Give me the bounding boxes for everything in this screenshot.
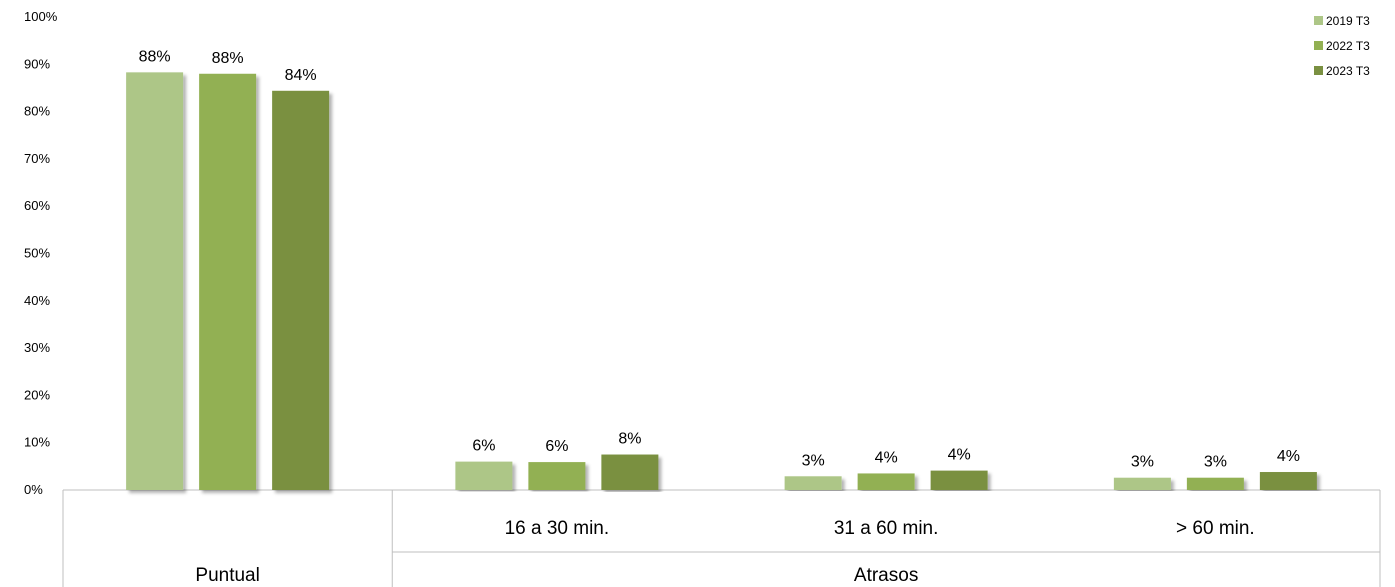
bar [1259, 472, 1317, 490]
bar [126, 72, 184, 490]
y-tick-label: 90% [24, 56, 50, 71]
legend-swatch [1314, 41, 1323, 50]
data-labels: 88% 88% 84% 6% 6% 8% 3% 4% 4% 3% 3% 4% [139, 48, 1300, 470]
y-tick-label: 50% [24, 246, 50, 261]
bar [272, 90, 330, 491]
legend: 2019 T3 2022 T3 2023 T3 [1314, 14, 1370, 78]
y-tick-label: 10% [24, 435, 50, 450]
y-tick-label: 100% [24, 9, 58, 24]
legend-label: 2022 T3 [1326, 39, 1370, 53]
category-label: 16 a 30 min. [505, 518, 610, 539]
data-label: 3% [1131, 454, 1154, 471]
data-label: 88% [212, 50, 244, 67]
bar [455, 461, 513, 490]
y-tick-label: 40% [24, 293, 50, 308]
y-axis-ticks: 0% 10% 20% 30% 40% 50% 60% 70% 80% 90% 100% [24, 9, 58, 497]
y-tick-label: 60% [24, 198, 50, 213]
data-label: 88% [139, 48, 171, 65]
category-labels: 16 a 30 min. 31 a 60 min. > 60 min. Puntual… [195, 518, 1254, 586]
group-label: Atrasos [854, 565, 918, 586]
bar [930, 470, 988, 490]
group-label: Puntual [195, 565, 259, 586]
data-label: 6% [472, 438, 495, 455]
bar [1186, 477, 1244, 490]
data-label: 3% [802, 452, 825, 469]
y-tick-label: 70% [24, 151, 50, 166]
bar [601, 454, 659, 490]
data-label: 8% [618, 431, 641, 448]
y-tick-label: 20% [24, 387, 50, 402]
category-label: > 60 min. [1176, 518, 1255, 539]
legend-swatch [1314, 16, 1323, 25]
y-tick-label: 80% [24, 104, 50, 119]
legend-label: 2019 T3 [1326, 14, 1370, 28]
data-label: 3% [1204, 454, 1227, 471]
legend-label: 2023 T3 [1326, 64, 1370, 78]
y-tick-label: 0% [24, 482, 43, 497]
data-label: 4% [875, 449, 898, 466]
bar [199, 73, 257, 490]
bar [528, 462, 586, 490]
bars [126, 72, 1317, 491]
y-tick-label: 30% [24, 340, 50, 355]
data-label: 84% [285, 67, 317, 84]
bar [1113, 477, 1171, 490]
category-label: 31 a 60 min. [834, 518, 939, 539]
data-label: 4% [948, 447, 971, 464]
bar [857, 473, 915, 490]
data-label: 4% [1277, 448, 1300, 465]
data-label: 6% [545, 438, 568, 455]
bar [784, 476, 842, 490]
legend-swatch [1314, 66, 1323, 75]
